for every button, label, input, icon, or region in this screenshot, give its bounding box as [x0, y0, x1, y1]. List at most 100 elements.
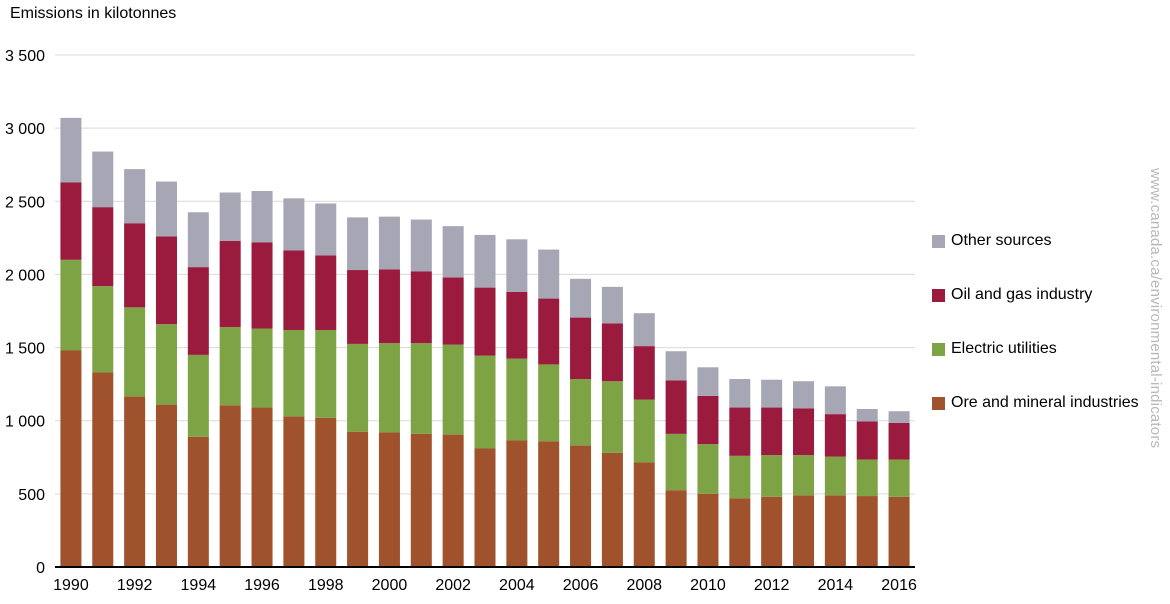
bar-2014-series-1: [824, 456, 846, 496]
bar-2014-series-3: [824, 386, 846, 415]
bar-1993-series-0: [155, 404, 177, 567]
bar-1998-series-0: [315, 417, 337, 567]
bar-2003-series-1: [474, 355, 496, 449]
bar-2003-series-2: [474, 287, 496, 356]
bar-2007-series-1: [601, 381, 623, 453]
bar-1992-series-2: [124, 223, 146, 308]
bar-2002-series-1: [442, 344, 464, 435]
bar-1997-series-1: [283, 330, 305, 417]
x-tick-label: 1998: [308, 577, 344, 594]
bar-1999-series-3: [347, 217, 369, 271]
watermark: www.canada.ca/environmental-indicators: [1147, 168, 1164, 448]
legend-item-oil-and-gas: Oil and gas industry: [932, 268, 1139, 322]
y-tick-label: 3 500: [5, 48, 45, 65]
bar-2016-series-3: [888, 411, 910, 423]
x-tick-label: 2000: [372, 577, 408, 594]
x-tick-label: 2012: [754, 577, 790, 594]
legend-label-other-sources: Other sources: [951, 232, 1052, 249]
bar-1992-series-3: [124, 169, 146, 224]
bar-2001-series-3: [410, 219, 432, 272]
bar-1992-series-1: [124, 307, 146, 397]
bar-2015-series-2: [856, 421, 878, 460]
x-tick-labels: 1990 1992 1994 1996 1998 2000 2002 2004 2006 2008…: [53, 577, 917, 594]
bar-1998-series-2: [315, 255, 337, 331]
bar-2015-series-3: [856, 409, 878, 422]
bar-1997-series-2: [283, 250, 305, 331]
bar-1994-series-2: [187, 267, 209, 355]
bar-2015-series-1: [856, 459, 878, 497]
x-tick-label: 2002: [435, 577, 471, 594]
bar-2014-series-0: [824, 495, 846, 567]
bar-2009-series-2: [665, 380, 687, 434]
legend-swatch-electric-utilities: [932, 342, 945, 356]
bar-1992-series-0: [124, 396, 146, 567]
bar-1996-series-2: [251, 242, 273, 329]
x-tick-label: 1996: [244, 577, 280, 594]
legend-item-ore-and-mineral: Ore and mineral industries: [932, 376, 1139, 430]
bar-2008-series-2: [633, 346, 655, 400]
bar-1991-series-3: [92, 151, 114, 208]
x-tick-label: 1990: [53, 577, 89, 594]
bar-1999-series-1: [347, 343, 369, 432]
bar-2002-series-0: [442, 434, 464, 567]
bar-2010-series-1: [697, 444, 719, 494]
bar-1998-series-3: [315, 203, 337, 256]
bar-2016-series-2: [888, 422, 910, 460]
bar-2007-series-3: [601, 286, 623, 324]
bar-1993-series-3: [155, 181, 177, 237]
x-tick-label: 2008: [626, 577, 662, 594]
bar-2010-series-2: [697, 395, 719, 445]
bar-2006-series-1: [570, 379, 592, 446]
bar-2000-series-3: [378, 216, 400, 270]
bar-2016-series-1: [888, 459, 910, 497]
bar-2013-series-0: [793, 495, 815, 567]
bar-2008-series-0: [633, 462, 655, 567]
bar-1993-series-2: [155, 236, 177, 325]
y-tick-label: 2 500: [5, 194, 45, 211]
bar-1991-series-0: [92, 372, 114, 567]
bar-2006-series-2: [570, 317, 592, 380]
watermark-text: www.canada.ca/environmental-indicators: [1147, 168, 1164, 449]
bar-2006-series-3: [570, 278, 592, 318]
bar-1993-series-1: [155, 324, 177, 405]
x-tick-label: 2004: [499, 577, 535, 594]
bar-2001-series-0: [410, 433, 432, 567]
bar-2016-series-0: [888, 496, 910, 567]
bar-1990-series-2: [60, 182, 82, 260]
y-tick-label: 500: [18, 487, 45, 504]
bar-1995-series-2: [219, 240, 241, 328]
bar-1998-series-1: [315, 330, 337, 418]
bar-2013-series-1: [793, 455, 815, 496]
bar-1995-series-3: [219, 192, 241, 241]
bar-2014-series-2: [824, 414, 846, 457]
bar-2005-series-2: [538, 298, 560, 365]
bar-2008-series-1: [633, 399, 655, 463]
bar-2004-series-1: [506, 358, 528, 441]
bar-1995-series-1: [219, 327, 241, 406]
legend-label-oil-and-gas: Oil and gas industry: [951, 286, 1093, 303]
bar-1990-series-3: [60, 117, 82, 183]
bar-1990-series-1: [60, 259, 82, 351]
x-tick-label: 2014: [818, 577, 854, 594]
bar-2009-series-1: [665, 433, 687, 491]
bar-2000-series-0: [378, 432, 400, 567]
bar-2012-series-3: [761, 379, 783, 408]
bar-2010-series-0: [697, 493, 719, 567]
bar-2008-series-3: [633, 313, 655, 347]
bar-2002-series-2: [442, 277, 464, 345]
legend-item-other-sources: Other sources: [932, 214, 1139, 268]
bar-2011-series-1: [729, 455, 751, 499]
bar-2011-series-3: [729, 379, 751, 408]
bar-2013-series-2: [793, 408, 815, 456]
bar-1995-series-0: [219, 405, 241, 567]
bar-2009-series-3: [665, 351, 687, 381]
bar-2000-series-2: [378, 269, 400, 344]
bar-2004-series-2: [506, 291, 528, 359]
legend-swatch-other-sources: [932, 234, 945, 248]
legend-item-electric-utilities: Electric utilities: [932, 322, 1139, 376]
x-tick-label: 1994: [181, 577, 217, 594]
bar-2012-series-1: [761, 455, 783, 497]
bar-1994-series-0: [187, 436, 209, 567]
bar-2015-series-0: [856, 496, 878, 567]
bar-2006-series-0: [570, 445, 592, 567]
